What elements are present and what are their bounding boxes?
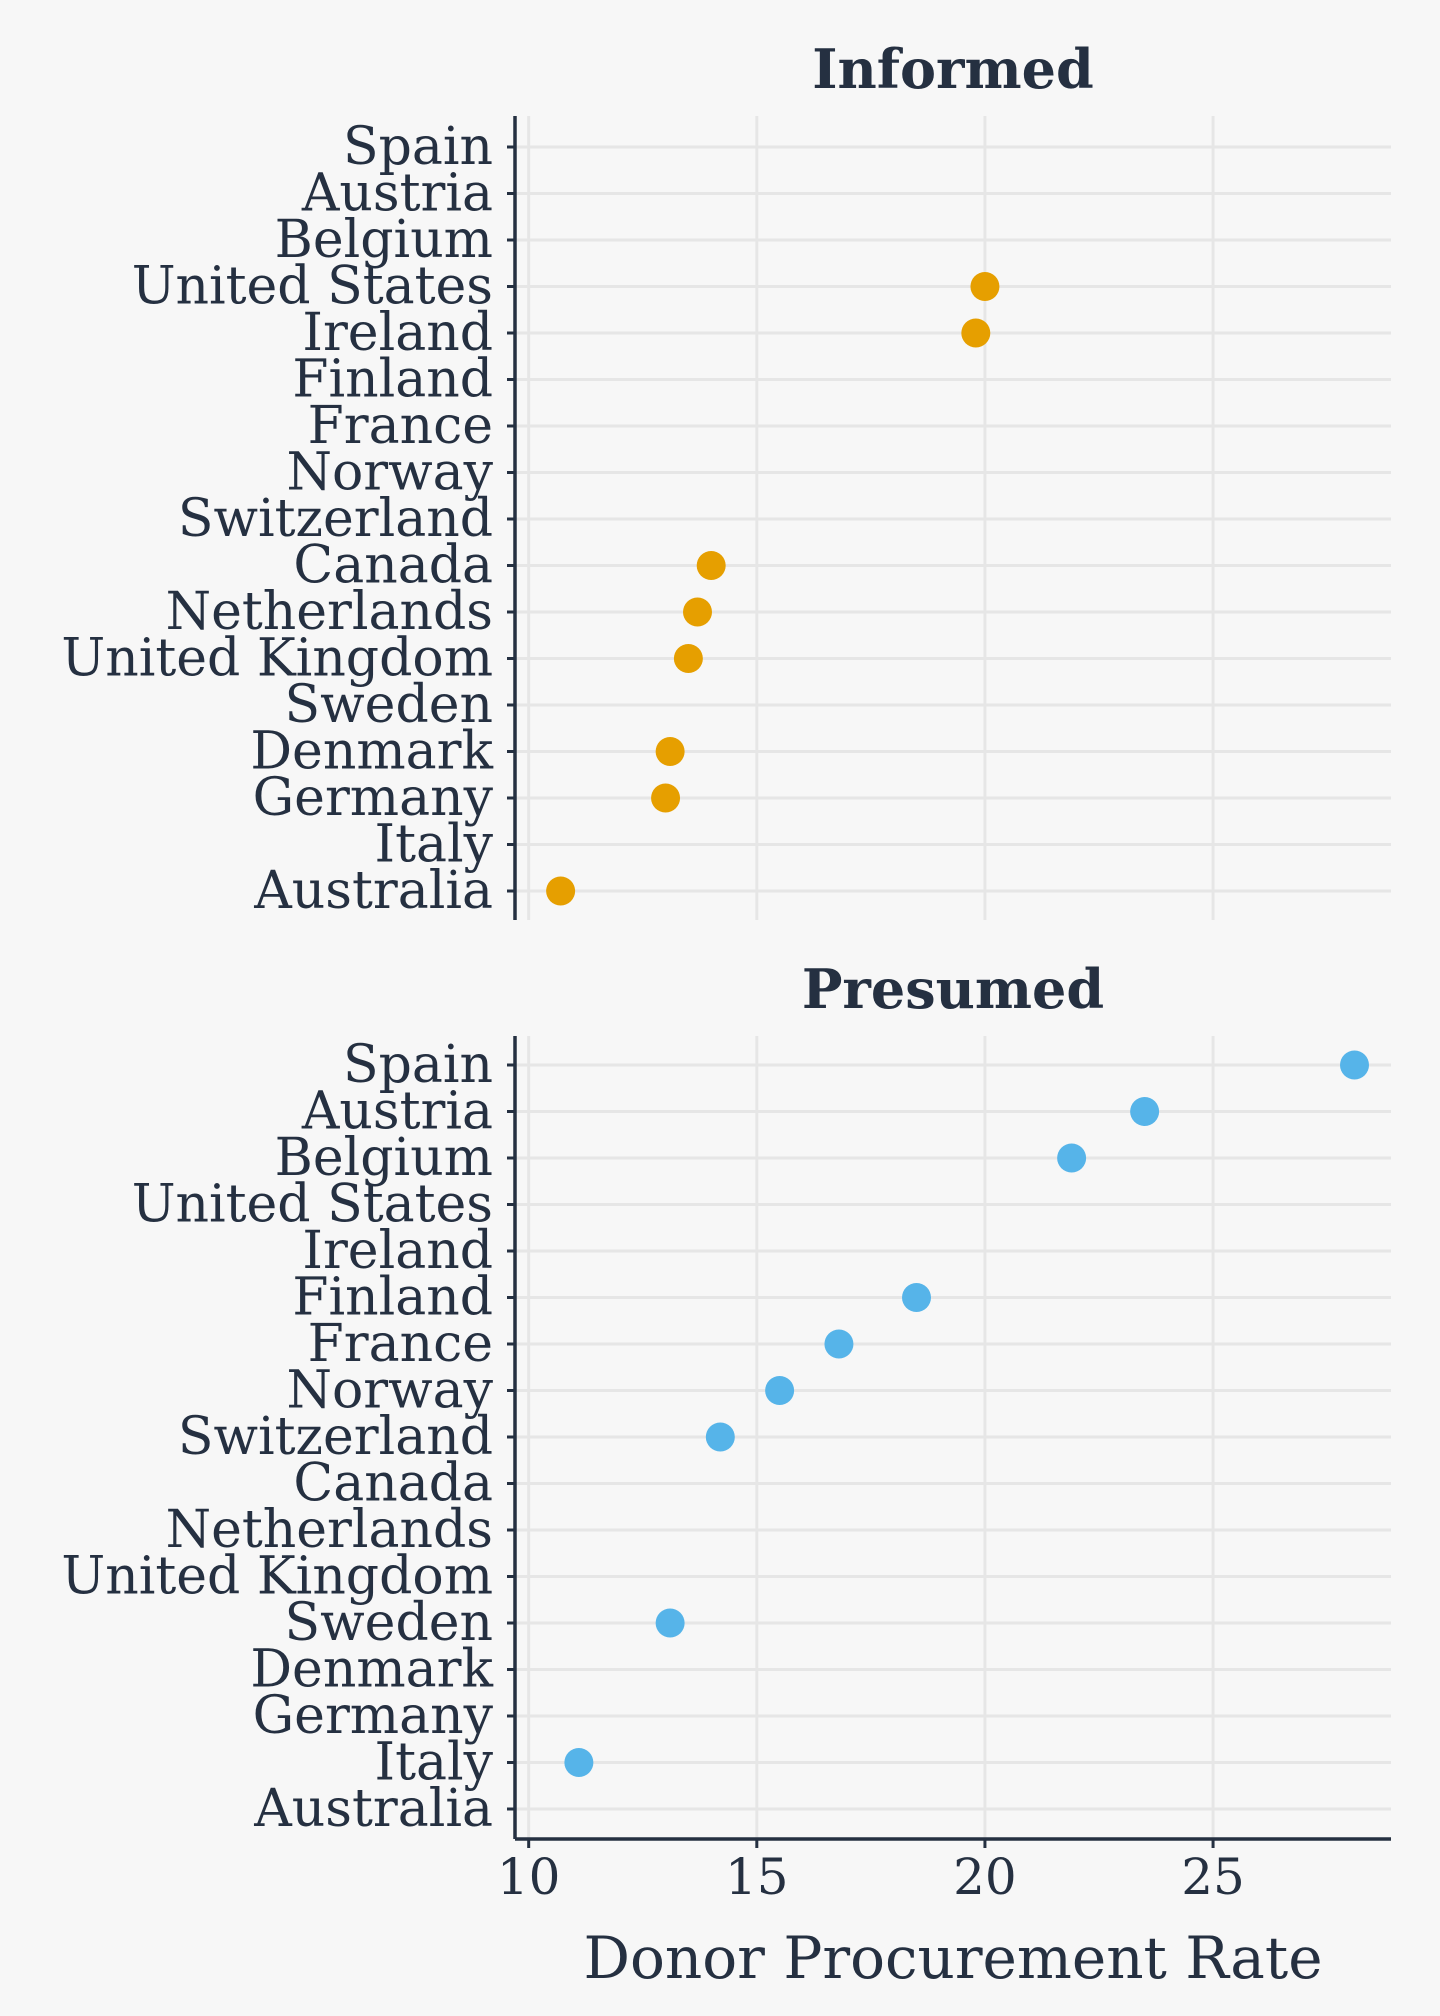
point-presumed-finland (902, 1283, 931, 1312)
y-tick-label-norway: Norway (286, 1361, 493, 1421)
point-informed-germany (651, 783, 681, 813)
y-tick-label-italy: Italy (375, 1733, 494, 1793)
y-tick-label-switzerland: Switzerland (178, 489, 493, 549)
y-tick-label-france: France (308, 1314, 493, 1374)
y-tick-label-netherlands: Netherlands (166, 1500, 493, 1560)
y-tick-label-united-kingdom: United Kingdom (61, 629, 493, 689)
y-tick-label-finland: Finland (292, 350, 493, 410)
point-presumed-france (824, 1329, 854, 1359)
x-tick-label: 10 (497, 1848, 561, 1906)
point-informed-canada (696, 551, 726, 580)
y-tick-label-sweden: Sweden (285, 1593, 493, 1653)
point-informed-united-kingdom (673, 644, 703, 673)
y-tick-label-italy: Italy (375, 815, 494, 875)
point-informed-netherlands (683, 597, 712, 627)
y-tick-label-united-kingdom: United Kingdom (61, 1547, 493, 1607)
y-tick-label-france: France (308, 396, 493, 456)
x-tick-label: 15 (725, 1848, 789, 1906)
point-presumed-sweden (655, 1608, 685, 1638)
y-tick-label-germany: Germany (253, 768, 494, 828)
y-tick-label-australia: Australia (253, 861, 493, 921)
y-tick-label-finland: Finland (292, 1268, 493, 1328)
y-tick-label-austria: Austria (301, 164, 493, 224)
gridlines (515, 1036, 1391, 1839)
y-tick-label-sweden: Sweden (285, 675, 493, 735)
y-tick-label-ireland: Ireland (302, 1221, 493, 1281)
x-tick-label: 20 (953, 1848, 1017, 1906)
y-tick-label-germany: Germany (253, 1686, 494, 1746)
point-informed-ireland (961, 318, 991, 348)
y-tick-label-denmark: Denmark (250, 722, 493, 782)
x-tick-label: 25 (1181, 1848, 1245, 1906)
y-tick-label-united-states: United States (132, 1175, 493, 1235)
y-tick-label-denmark: Denmark (250, 1640, 493, 1700)
y-tick-label-canada: Canada (293, 536, 493, 596)
point-informed-australia (546, 876, 576, 906)
x-axis: 10 15 20 25 (497, 1837, 1391, 1906)
gridlines (515, 116, 1391, 920)
point-informed-denmark (655, 737, 685, 766)
y-tick-label-norway: Norway (286, 443, 493, 503)
y-tick-label-spain: Spain (343, 117, 493, 177)
panel-title-informed: Informed (812, 37, 1093, 101)
panel-title-presumed: Presumed (802, 957, 1104, 1021)
y-tick-label-spain: Spain (343, 1035, 493, 1095)
y-tick-label-australia: Australia (253, 1779, 493, 1839)
point-presumed-norway (765, 1376, 795, 1405)
point-presumed-italy (564, 1748, 594, 1777)
y-tick-label-austria: Austria (301, 1082, 493, 1142)
y-tick-label-netherlands: Netherlands (166, 582, 493, 642)
point-presumed-belgium (1057, 1143, 1087, 1173)
point-presumed-austria (1130, 1097, 1160, 1126)
y-tick-label-belgium: Belgium (275, 1128, 493, 1188)
y-tick-label-belgium: Belgium (275, 210, 493, 270)
point-presumed-switzerland (705, 1422, 735, 1452)
point-informed-united-states (970, 272, 1000, 301)
y-tick-label-canada: Canada (293, 1454, 493, 1514)
y-tick-label-ireland: Ireland (302, 303, 493, 363)
x-axis-title: Donor Procurement Rate (583, 1924, 1322, 1992)
y-tick-label-united-states: United States (132, 257, 493, 317)
y-tick-label-switzerland: Switzerland (178, 1407, 493, 1467)
point-presumed-spain (1340, 1050, 1369, 1080)
